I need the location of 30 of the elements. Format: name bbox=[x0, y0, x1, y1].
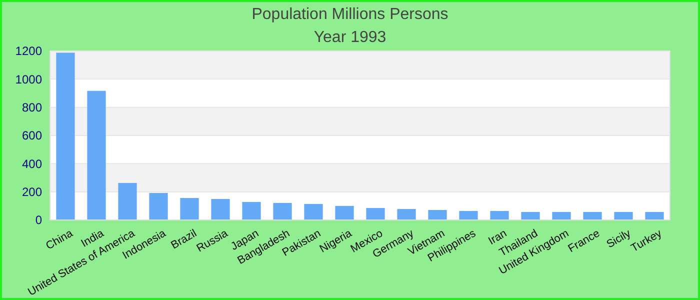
bar bbox=[645, 212, 664, 220]
y-tick-label: 600 bbox=[22, 128, 42, 143]
bar bbox=[583, 212, 602, 220]
bar bbox=[149, 192, 168, 220]
y-tick-label: 800 bbox=[22, 100, 42, 115]
bar bbox=[304, 204, 323, 220]
y-tick-label: 400 bbox=[22, 156, 42, 171]
bar bbox=[397, 209, 416, 220]
bar bbox=[490, 210, 509, 220]
bar bbox=[428, 210, 447, 220]
y-tick-label: 0 bbox=[35, 213, 42, 228]
y-tick-label: 200 bbox=[22, 185, 42, 200]
bar bbox=[366, 208, 385, 220]
chart-title: Population Millions Persons bbox=[252, 6, 448, 23]
bar bbox=[521, 212, 540, 220]
bar bbox=[56, 52, 75, 220]
y-tick-label: 1200 bbox=[15, 44, 42, 58]
bar bbox=[335, 206, 354, 220]
x-tick-label: China bbox=[44, 227, 76, 252]
bar bbox=[614, 212, 633, 220]
bar bbox=[242, 202, 261, 220]
bar bbox=[273, 202, 292, 220]
bar bbox=[180, 198, 199, 220]
bar bbox=[459, 210, 478, 220]
bar bbox=[552, 212, 571, 220]
bar bbox=[87, 90, 106, 220]
bar bbox=[118, 182, 137, 220]
chart-subtitle: Year 1993 bbox=[314, 29, 386, 46]
bar bbox=[211, 199, 230, 220]
y-tick-label: 1000 bbox=[15, 72, 42, 86]
